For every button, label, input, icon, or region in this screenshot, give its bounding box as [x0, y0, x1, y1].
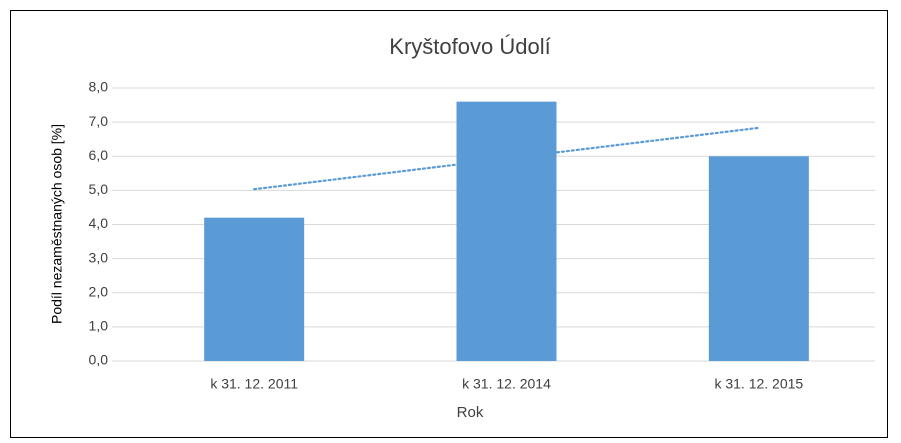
y-tick-label: 5,0: [89, 181, 109, 197]
y-tick-label: 2,0: [89, 283, 109, 299]
y-axis-title: Podíl nezaměstnaných osob [%]: [49, 124, 65, 324]
y-tick-label: 4,0: [89, 215, 109, 231]
chart-title: Kryštofovo Údolí: [389, 34, 550, 59]
x-tick-label: k 31. 12. 2011: [210, 376, 298, 392]
x-tick-label: k 31. 12. 2015: [714, 376, 803, 392]
bar: [708, 156, 809, 361]
y-tick-label: 8,0: [89, 79, 109, 95]
y-tick-label: 6,0: [89, 147, 109, 163]
y-tick-label: 7,0: [89, 113, 109, 129]
bar: [456, 101, 557, 362]
x-axis-title: Rok: [457, 404, 484, 421]
bar: [204, 217, 305, 361]
x-tick-label: k 31. 12. 2014: [462, 376, 551, 392]
y-tick-label: 0,0: [89, 352, 109, 368]
y-tick-label: 1,0: [89, 318, 109, 334]
trendline: [253, 126, 760, 191]
y-tick-label: 3,0: [89, 249, 109, 265]
